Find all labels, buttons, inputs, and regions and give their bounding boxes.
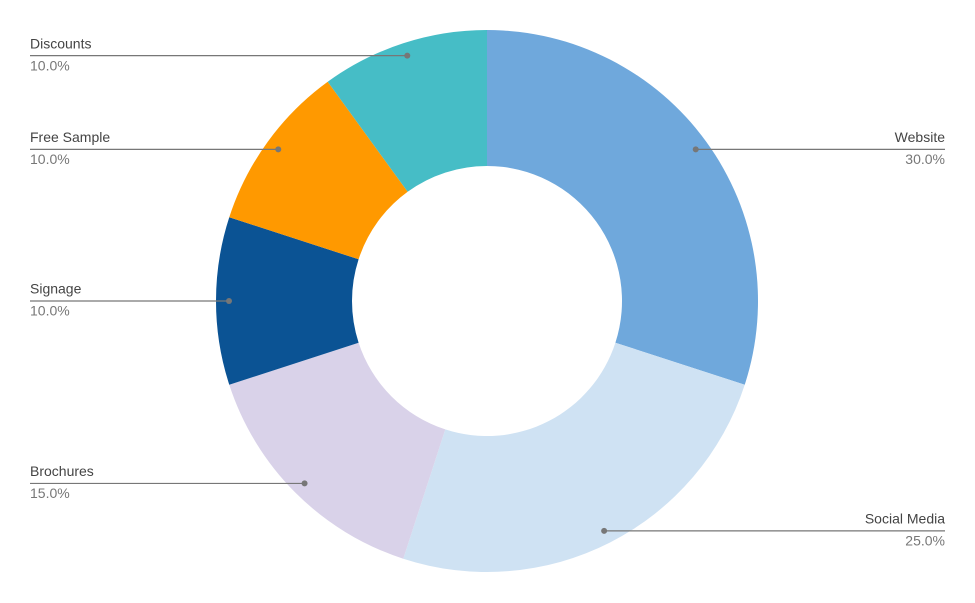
donut-slice [487, 30, 758, 385]
slice-label: Brochures [30, 463, 94, 479]
slice-label: Website [895, 129, 946, 145]
donut-slice [229, 342, 446, 559]
slice-label: Free Sample [30, 129, 110, 145]
slice-label: Social Media [865, 511, 945, 527]
slice-value: 25.0% [905, 533, 945, 549]
leader-dot [275, 146, 282, 153]
leader-dot [301, 480, 308, 487]
donut-slice [327, 30, 487, 192]
slice-label: Signage [30, 281, 82, 297]
slice-value: 15.0% [30, 485, 70, 501]
slice-value: 10.0% [30, 303, 70, 319]
leader-dot [601, 527, 608, 534]
leader-dot [226, 298, 232, 304]
donut-slice [229, 81, 408, 260]
leader-dot [692, 146, 699, 153]
donut-slice [216, 217, 359, 385]
slice-value: 30.0% [905, 151, 945, 167]
slice-value: 10.0% [30, 151, 70, 167]
leader-dot [404, 52, 411, 59]
slice-value: 10.0% [30, 57, 70, 73]
slice-label: Discounts [30, 35, 91, 51]
donut-slice [403, 342, 745, 572]
